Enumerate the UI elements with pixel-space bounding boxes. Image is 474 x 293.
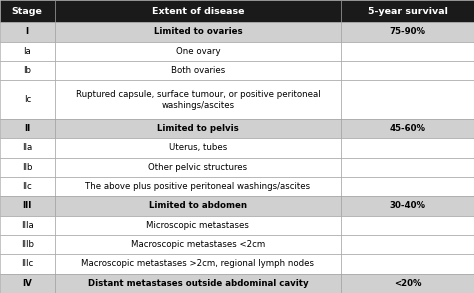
Text: Limited to ovaries: Limited to ovaries (154, 28, 242, 36)
Bar (55, 274, 341, 293)
Text: Other pelvic structures: Other pelvic structures (148, 163, 247, 172)
Text: Macroscopic metastases <2cm: Macroscopic metastases <2cm (131, 240, 265, 249)
Bar (341, 254, 474, 274)
Text: 45-60%: 45-60% (390, 124, 426, 133)
Text: Microscopic metastases: Microscopic metastases (146, 221, 249, 230)
Bar (0, 61, 55, 80)
Text: IIb: IIb (22, 163, 33, 172)
Text: Macroscopic metastases >2cm, regional lymph nodes: Macroscopic metastases >2cm, regional ly… (82, 260, 314, 268)
Text: IV: IV (22, 279, 32, 288)
Bar (341, 196, 474, 216)
Bar (0, 22, 55, 42)
Bar (341, 22, 474, 42)
Bar (341, 80, 474, 119)
Bar (55, 119, 341, 138)
Bar (341, 0, 474, 22)
Bar (341, 158, 474, 177)
Text: Limited to abdomen: Limited to abdomen (149, 202, 247, 210)
Bar (55, 196, 341, 216)
Text: Both ovaries: Both ovaries (171, 66, 225, 75)
Bar (0, 235, 55, 254)
Bar (341, 42, 474, 61)
Bar (0, 254, 55, 274)
Bar (55, 235, 341, 254)
Bar (341, 235, 474, 254)
Bar (55, 22, 341, 42)
Text: 75-90%: 75-90% (390, 28, 426, 36)
Bar (0, 80, 55, 119)
Bar (341, 119, 474, 138)
Bar (0, 42, 55, 61)
Text: IIc: IIc (22, 182, 32, 191)
Bar (0, 196, 55, 216)
Bar (55, 216, 341, 235)
Bar (0, 0, 55, 22)
Bar (0, 274, 55, 293)
Bar (55, 61, 341, 80)
Text: IIIb: IIIb (21, 240, 34, 249)
Bar (341, 61, 474, 80)
Bar (341, 138, 474, 158)
Bar (55, 42, 341, 61)
Text: Ia: Ia (23, 47, 31, 56)
Text: Ib: Ib (23, 66, 31, 75)
Text: IIIa: IIIa (21, 221, 34, 230)
Bar (341, 177, 474, 196)
Text: I: I (26, 28, 29, 36)
Bar (341, 216, 474, 235)
Text: 5-year survival: 5-year survival (368, 7, 447, 16)
Bar (0, 177, 55, 196)
Text: IIa: IIa (22, 144, 32, 152)
Text: IIIc: IIIc (21, 260, 33, 268)
Text: Uterus, tubes: Uterus, tubes (169, 144, 227, 152)
Bar (0, 216, 55, 235)
Bar (0, 119, 55, 138)
Bar (0, 158, 55, 177)
Text: II: II (24, 124, 30, 133)
Text: 30-40%: 30-40% (390, 202, 426, 210)
Text: One ovary: One ovary (175, 47, 220, 56)
Bar (55, 138, 341, 158)
Text: The above plus positive peritoneal washings/ascites: The above plus positive peritoneal washi… (85, 182, 310, 191)
Text: Distant metastases outside abdominal cavity: Distant metastases outside abdominal cav… (88, 279, 308, 288)
Bar (55, 177, 341, 196)
Text: <20%: <20% (394, 279, 421, 288)
Bar (55, 80, 341, 119)
Text: Limited to pelvis: Limited to pelvis (157, 124, 239, 133)
Text: III: III (23, 202, 32, 210)
Bar (55, 158, 341, 177)
Bar (0, 138, 55, 158)
Bar (341, 274, 474, 293)
Bar (55, 0, 341, 22)
Text: Extent of disease: Extent of disease (152, 7, 244, 16)
Bar (55, 254, 341, 274)
Text: Stage: Stage (12, 7, 43, 16)
Text: Ic: Ic (24, 95, 31, 104)
Text: Ruptured capsule, surface tumour, or positive peritoneal
washings/ascites: Ruptured capsule, surface tumour, or pos… (75, 90, 320, 110)
